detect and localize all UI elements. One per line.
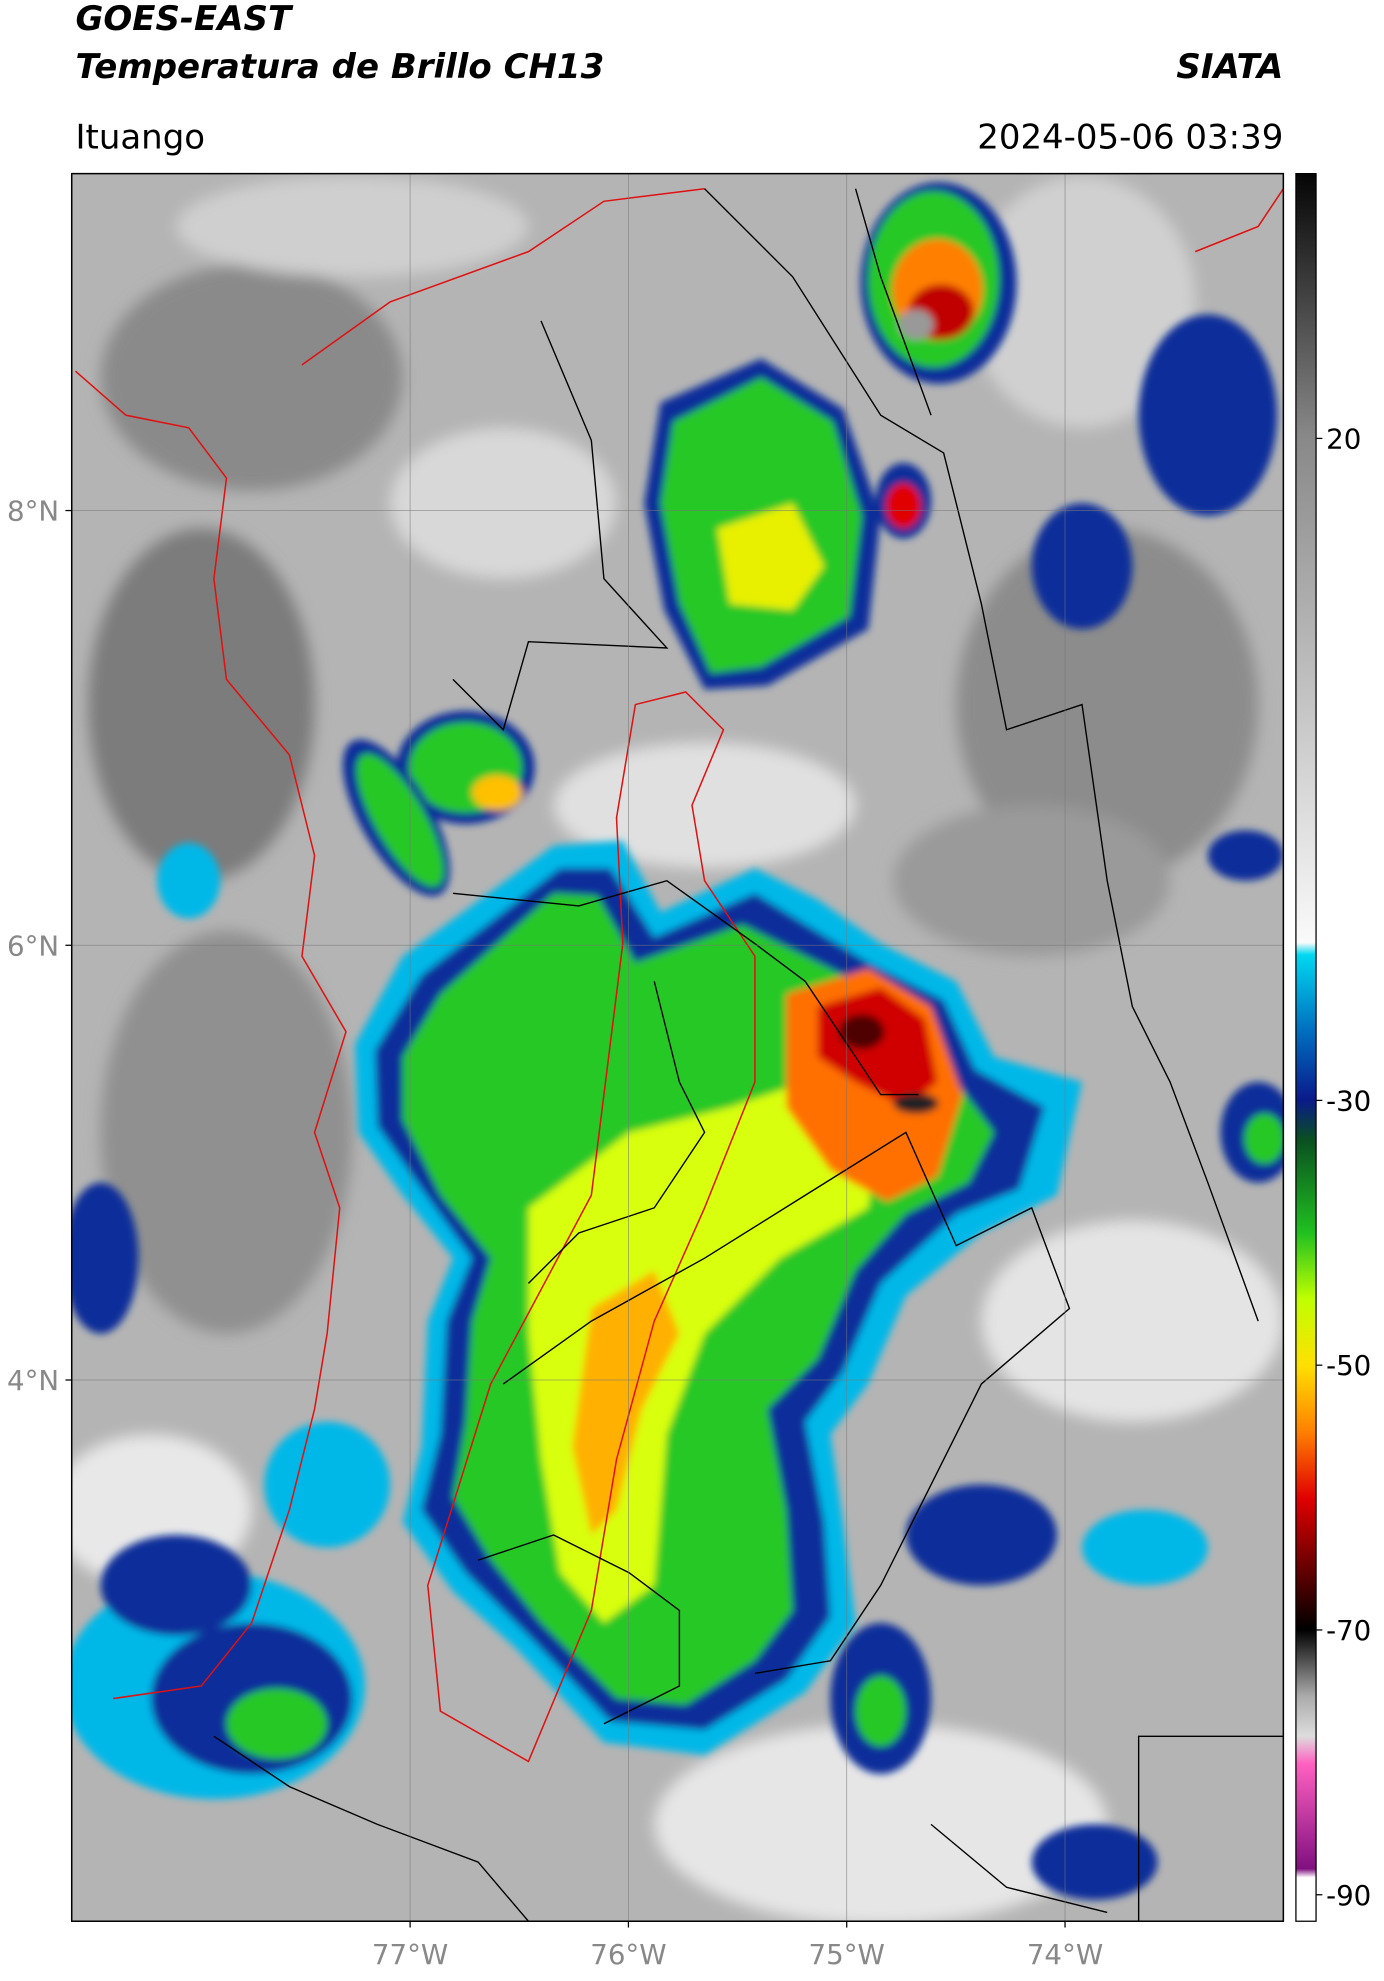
map-axes: 77°W 76°W 75°W 74°W 8°N 6°N 4°N	[7, 495, 1103, 1971]
cloud-texture-part	[100, 264, 403, 491]
colorbar-tick-label: -50	[1326, 1349, 1371, 1382]
cloud-texture	[71, 176, 1284, 1922]
convective-storms-part	[226, 1688, 328, 1759]
datetime-label: 2024-05-06 03:39	[977, 117, 1283, 157]
convective-storms-part	[356, 753, 444, 887]
borders-part	[502, 1131, 1071, 1675]
cloud-texture-part	[88, 528, 315, 881]
borders-part	[704, 188, 1259, 1322]
convective-storms-part	[1138, 314, 1278, 516]
borders-part	[1194, 188, 1284, 253]
convective-storms-part	[1207, 830, 1284, 881]
convective-storms-part	[1244, 1113, 1284, 1164]
y-tick-label: 6°N	[7, 929, 59, 962]
borders-part	[477, 1534, 681, 1725]
cloud-texture-part	[100, 931, 353, 1334]
source-label: SIATA	[1176, 47, 1283, 87]
product-title: Temperatura de Brillo CH13	[75, 47, 604, 87]
colorbar-tick-label: -90	[1326, 1879, 1371, 1912]
cloud-texture-part	[968, 176, 1196, 428]
borders-part	[854, 188, 932, 416]
convective-storms-part	[1031, 503, 1133, 630]
satellite-title: GOES-EAST	[75, 0, 293, 39]
convective-storms	[71, 182, 1284, 1900]
convective-storms-part	[71, 1182, 139, 1334]
borders-part	[527, 981, 706, 1284]
cloud-texture-part	[654, 1723, 1108, 1922]
graticule	[71, 173, 1284, 1922]
borders-part	[213, 1735, 529, 1922]
convective-storms-part	[157, 842, 221, 919]
borders-part	[1137, 1735, 1284, 1922]
cloud-texture-part	[390, 427, 617, 579]
map-frame	[70, 172, 1285, 1922]
x-tick-label: 77°W	[372, 1938, 448, 1971]
convective-storms-part	[893, 1093, 939, 1114]
borders-part	[427, 691, 756, 1763]
convective-storms-part	[898, 309, 934, 340]
convective-storms-part	[100, 1534, 252, 1636]
colorbar-tick-label: 20	[1326, 422, 1361, 455]
convective-storms-part	[1031, 1824, 1158, 1900]
colorbar-tick-label: -30	[1326, 1084, 1371, 1117]
convective-storms-part	[905, 1484, 1057, 1586]
cloud-texture-part	[553, 742, 856, 869]
colorbar-tick-label: -70	[1326, 1614, 1371, 1647]
convective-storms-part	[839, 1014, 885, 1050]
convective-storms-part	[885, 483, 921, 529]
borders-part	[452, 320, 669, 732]
borders-part	[74, 370, 347, 1700]
x-tick-label: 75°W	[809, 1938, 885, 1971]
borders-part	[930, 1823, 1108, 1914]
borders	[74, 187, 1284, 1922]
convective-storms-part	[471, 775, 523, 811]
convective-storms-part	[817, 987, 938, 1108]
cloud-texture-part	[893, 805, 1171, 957]
colorbar-ticks: 20 -30 -50 -70 -90	[1316, 422, 1371, 1912]
cloud-texture-part	[176, 176, 529, 277]
convective-storms-part	[717, 503, 825, 611]
x-tick-label: 74°W	[1027, 1938, 1103, 1971]
convective-storms-part	[572, 1270, 680, 1535]
convective-storms-part	[264, 1421, 391, 1548]
colorbar	[1295, 172, 1317, 1922]
convective-storms-part	[1082, 1509, 1208, 1586]
y-tick-label: 8°N	[7, 495, 59, 528]
borders-part	[301, 187, 705, 366]
cloud-texture-part	[956, 528, 1259, 881]
x-tick-label: 76°W	[590, 1938, 666, 1971]
y-tick-label: 4°N	[7, 1364, 59, 1397]
cloud-texture-part	[981, 1220, 1284, 1422]
location-label: Ituango	[75, 117, 205, 157]
satellite-image	[71, 173, 1284, 1922]
borders-part	[452, 879, 919, 1096]
convective-storms-part	[855, 1675, 906, 1747]
